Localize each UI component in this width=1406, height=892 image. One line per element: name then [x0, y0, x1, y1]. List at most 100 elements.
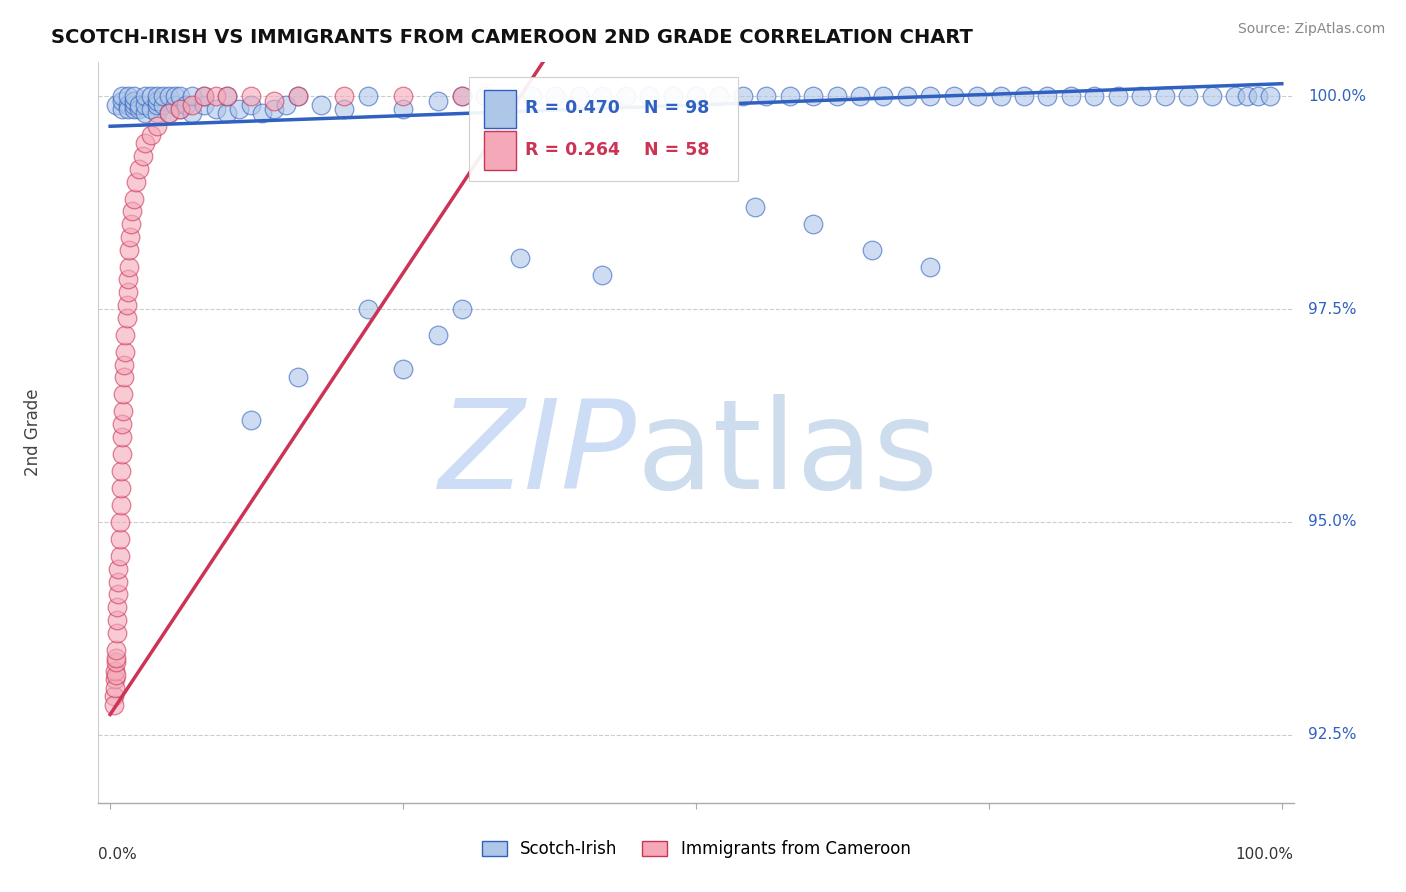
- Point: [117, 89, 139, 103]
- Point: [104, 673, 127, 687]
- FancyBboxPatch shape: [485, 131, 516, 169]
- Point: [274, 98, 297, 112]
- Point: [110, 464, 132, 478]
- Point: [104, 664, 127, 678]
- Point: [287, 89, 309, 103]
- Point: [141, 102, 163, 116]
- FancyBboxPatch shape: [470, 78, 738, 181]
- Point: [239, 413, 262, 427]
- Point: [1177, 89, 1199, 103]
- Point: [163, 98, 186, 112]
- Text: ZIP: ZIP: [439, 394, 637, 516]
- Point: [1107, 89, 1129, 103]
- Point: [120, 230, 141, 244]
- Point: [1247, 89, 1270, 103]
- Point: [252, 106, 274, 120]
- Point: [204, 89, 226, 103]
- Point: [450, 89, 472, 103]
- Point: [110, 481, 132, 495]
- Point: [685, 89, 707, 103]
- Point: [104, 681, 127, 695]
- Point: [427, 94, 450, 108]
- Point: [450, 89, 472, 103]
- Text: 2nd Grade: 2nd Grade: [24, 389, 42, 476]
- Point: [163, 89, 186, 103]
- Point: [193, 98, 215, 112]
- Point: [825, 89, 848, 103]
- Point: [392, 102, 415, 116]
- Point: [105, 642, 128, 657]
- Point: [357, 302, 380, 317]
- Point: [920, 89, 942, 103]
- Point: [1083, 89, 1105, 103]
- Point: [108, 515, 131, 529]
- Point: [392, 361, 415, 376]
- Point: [141, 89, 163, 103]
- Point: [287, 370, 309, 384]
- Text: 92.5%: 92.5%: [1308, 727, 1357, 742]
- Point: [263, 94, 285, 108]
- Point: [111, 447, 134, 461]
- Point: [920, 260, 942, 274]
- Point: [193, 89, 215, 103]
- Text: 100.0%: 100.0%: [1236, 847, 1294, 863]
- Point: [731, 89, 754, 103]
- Point: [709, 89, 731, 103]
- Point: [1236, 89, 1258, 103]
- Point: [1012, 89, 1035, 103]
- Point: [544, 89, 567, 103]
- Point: [498, 94, 520, 108]
- Point: [112, 404, 135, 418]
- Point: [117, 272, 139, 286]
- Point: [103, 698, 125, 712]
- Point: [111, 102, 134, 116]
- Point: [146, 94, 169, 108]
- Point: [779, 89, 801, 103]
- Point: [105, 651, 128, 665]
- Point: [105, 668, 128, 682]
- Point: [1060, 89, 1083, 103]
- Point: [103, 690, 125, 704]
- Text: Source: ZipAtlas.com: Source: ZipAtlas.com: [1237, 22, 1385, 37]
- Point: [217, 106, 239, 120]
- Point: [111, 94, 134, 108]
- Point: [1153, 89, 1175, 103]
- Point: [755, 89, 778, 103]
- Point: [591, 89, 613, 103]
- Text: atlas: atlas: [637, 394, 938, 516]
- Point: [333, 102, 356, 116]
- Point: [117, 285, 139, 300]
- Point: [204, 102, 226, 116]
- Point: [107, 562, 129, 576]
- Text: R = 0.264    N = 58: R = 0.264 N = 58: [524, 141, 710, 159]
- Point: [169, 102, 191, 116]
- Point: [128, 102, 150, 116]
- Point: [111, 430, 134, 444]
- Point: [614, 89, 637, 103]
- Point: [896, 89, 918, 103]
- Point: [134, 106, 156, 120]
- Point: [146, 98, 169, 112]
- Point: [169, 102, 191, 116]
- Point: [450, 302, 472, 317]
- Point: [122, 89, 145, 103]
- Point: [638, 89, 661, 103]
- Point: [105, 625, 128, 640]
- Point: [169, 89, 191, 103]
- Point: [152, 89, 174, 103]
- Point: [141, 128, 163, 142]
- Point: [111, 89, 134, 103]
- Point: [509, 251, 531, 265]
- Point: [134, 136, 156, 151]
- Point: [157, 106, 180, 120]
- Text: R = 0.470    N = 98: R = 0.470 N = 98: [524, 99, 710, 118]
- Point: [801, 217, 824, 231]
- Point: [990, 89, 1012, 103]
- Point: [287, 89, 309, 103]
- Point: [217, 89, 239, 103]
- Point: [122, 192, 145, 206]
- Point: [520, 89, 543, 103]
- Point: [122, 94, 145, 108]
- Point: [181, 106, 204, 120]
- Point: [128, 98, 150, 112]
